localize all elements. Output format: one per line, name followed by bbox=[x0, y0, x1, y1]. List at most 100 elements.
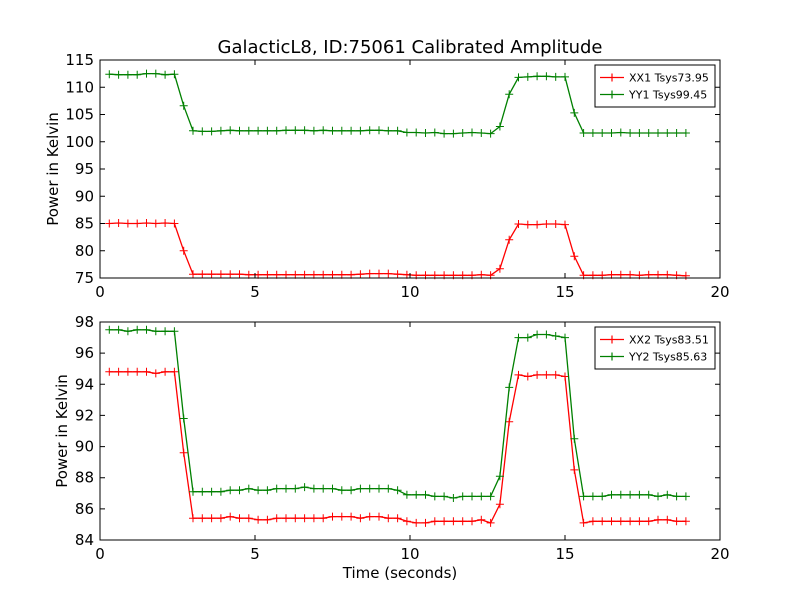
data-point bbox=[123, 219, 132, 228]
data-point bbox=[477, 515, 486, 524]
data-point bbox=[114, 70, 123, 79]
data-point bbox=[272, 270, 281, 279]
data-point bbox=[226, 512, 235, 521]
data-point bbox=[356, 514, 365, 523]
data-point bbox=[328, 484, 337, 493]
x-tick-label: 5 bbox=[250, 545, 260, 563]
data-point bbox=[393, 270, 402, 279]
data-point bbox=[133, 325, 142, 334]
data-point bbox=[654, 492, 662, 501]
data-point bbox=[421, 129, 430, 137]
data-point bbox=[365, 484, 374, 493]
data-point bbox=[142, 219, 151, 227]
data-point bbox=[654, 129, 662, 137]
data-point bbox=[514, 220, 523, 228]
data-point bbox=[644, 517, 653, 526]
data-point bbox=[309, 514, 318, 523]
data-point bbox=[449, 517, 458, 526]
data-point bbox=[663, 270, 672, 279]
data-point bbox=[402, 517, 411, 526]
data-point bbox=[570, 465, 579, 474]
data-point bbox=[105, 367, 114, 376]
data-point bbox=[161, 327, 170, 336]
data-point bbox=[672, 492, 681, 501]
data-point bbox=[337, 486, 346, 495]
data-point bbox=[151, 69, 160, 78]
data-point bbox=[402, 490, 411, 499]
data-point bbox=[458, 492, 467, 501]
data-point bbox=[347, 512, 356, 521]
data-point bbox=[616, 128, 625, 137]
data-point bbox=[328, 512, 337, 521]
data-point bbox=[142, 325, 151, 334]
data-point bbox=[170, 327, 179, 336]
data-point bbox=[561, 372, 569, 381]
data-point bbox=[551, 370, 560, 379]
data-point bbox=[263, 270, 272, 279]
data-point bbox=[114, 367, 123, 376]
data-point bbox=[533, 370, 542, 379]
data-point bbox=[347, 270, 356, 279]
data-point bbox=[672, 517, 681, 526]
data-point bbox=[588, 492, 597, 501]
data-point bbox=[579, 518, 588, 527]
data-point bbox=[551, 332, 560, 340]
data-point bbox=[570, 252, 579, 261]
data-point bbox=[616, 270, 625, 279]
data-point bbox=[505, 235, 514, 244]
x-tick-label: 0 bbox=[95, 545, 105, 563]
data-point bbox=[235, 126, 244, 135]
data-point bbox=[495, 500, 504, 509]
data-point bbox=[179, 101, 188, 110]
data-point bbox=[151, 369, 160, 378]
y-tick-label: 110 bbox=[65, 78, 94, 96]
data-point bbox=[458, 129, 467, 137]
data-point bbox=[505, 90, 514, 99]
data-point bbox=[654, 270, 662, 279]
y-axis-label: Power in Kelvin bbox=[53, 374, 71, 488]
data-point bbox=[207, 270, 216, 279]
data-point bbox=[468, 128, 476, 137]
data-point bbox=[598, 129, 607, 137]
data-point bbox=[495, 122, 504, 131]
data-point bbox=[533, 220, 542, 229]
data-point bbox=[458, 517, 467, 526]
data-point bbox=[272, 484, 281, 493]
data-point bbox=[626, 517, 635, 526]
data-point bbox=[616, 490, 625, 499]
data-point bbox=[523, 72, 532, 81]
data-point bbox=[430, 128, 439, 137]
y-tick-label: 94 bbox=[75, 375, 94, 393]
data-point bbox=[282, 270, 290, 279]
y-tick-label: 105 bbox=[65, 106, 94, 124]
data-point bbox=[598, 492, 607, 501]
y-tick-label: 90 bbox=[75, 187, 94, 205]
data-point bbox=[449, 129, 458, 138]
data-point bbox=[337, 270, 346, 279]
data-point bbox=[551, 220, 560, 228]
data-point bbox=[523, 333, 532, 342]
x-tick-label: 20 bbox=[710, 545, 729, 563]
data-point bbox=[626, 270, 635, 279]
y-tick-label: 80 bbox=[75, 242, 94, 260]
data-point bbox=[244, 126, 253, 135]
data-point bbox=[105, 325, 114, 334]
data-point bbox=[449, 494, 458, 502]
data-point bbox=[514, 370, 523, 379]
data-point bbox=[151, 219, 160, 228]
data-point bbox=[486, 518, 495, 527]
series-2 bbox=[105, 69, 690, 138]
data-point bbox=[198, 514, 207, 523]
y-tick-label: 90 bbox=[75, 438, 94, 456]
series-1 bbox=[105, 367, 690, 527]
data-point bbox=[626, 490, 635, 499]
data-point bbox=[151, 327, 160, 336]
data-point bbox=[254, 515, 263, 524]
legend-box bbox=[594, 326, 716, 370]
data-point bbox=[123, 367, 132, 376]
subplot-2: 0 5 10 15 20 84 86 88 90 92 94 96 98 Power in Kelvin T… bbox=[53, 313, 730, 582]
data-point bbox=[542, 72, 551, 81]
data-point bbox=[551, 72, 560, 81]
data-point bbox=[607, 517, 616, 526]
